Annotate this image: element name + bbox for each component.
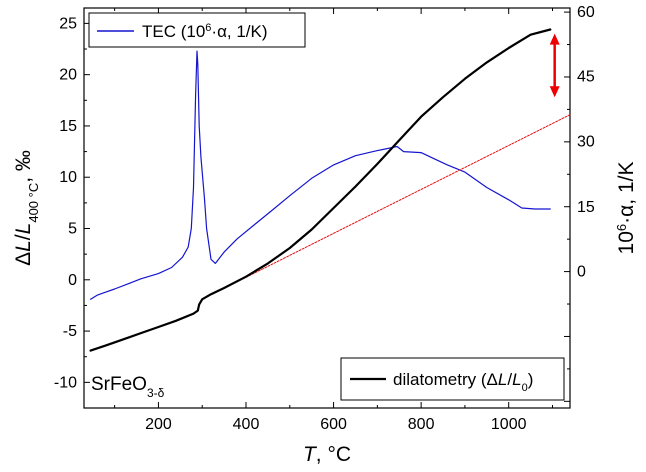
arrow-layer (549, 33, 560, 98)
legend-bottom-label: dilatometry (ΔL/L0) (393, 370, 533, 394)
series-line-tec (89, 50, 551, 300)
y-left-tick-label: 5 (68, 221, 77, 238)
x-tick-label: 400 (233, 416, 260, 433)
y-left-tick-label: 25 (59, 15, 77, 32)
x-tick-label: 1000 (491, 416, 527, 433)
sample-label-sub: 3-δ (147, 386, 165, 400)
y-left-tick-label: 0 (68, 272, 77, 289)
legend-bottom-text-close: ) (528, 370, 534, 389)
series-layer (89, 28, 571, 352)
y-right-axis-title: 106·α, 1/K (614, 162, 639, 255)
sample-label-main: SrFeO (91, 374, 147, 395)
y-right-tick-label: 0 (577, 264, 586, 281)
legend-bottom-text-l0: L (512, 370, 521, 389)
sample-label: SrFeO3-δ (91, 374, 165, 400)
y-right-tick-label: 60 (577, 4, 595, 21)
y-left-title-unit: , ‰ (12, 150, 35, 183)
y-left-title-sub: 400 °C (26, 183, 41, 223)
y-right-title-sup: 6 (614, 224, 629, 231)
y-right-tick-label: 30 (577, 133, 595, 150)
legend-top: TEC (106·α, 1/K) (88, 12, 306, 48)
arrow-head-up (549, 33, 560, 45)
x-tick-label: 800 (408, 416, 435, 433)
y-left-tick-label: 20 (59, 67, 77, 84)
legend-bottom-text-pre: dilatometry (Δ (393, 370, 498, 389)
legend-top-text-post: ·α, 1/K) (211, 22, 267, 41)
legend-bottom-text-slash: / (507, 370, 512, 389)
legend-top-box (88, 12, 306, 48)
legend-top-text-sup: 6 (205, 22, 211, 34)
arrow-head-down (549, 86, 560, 98)
y-right-tick-label: 15 (577, 199, 595, 216)
y-left-tick-label: 15 (59, 118, 77, 135)
legend-top-text-pre: TEC (10 (142, 22, 205, 41)
y-right-tick-label: 45 (577, 69, 595, 86)
plot-frame (83, 7, 571, 409)
y-left-title-slash: / (12, 234, 35, 240)
y-left-title-l: L (12, 240, 35, 252)
y-left-tick-label: 10 (59, 169, 77, 186)
legend-top-label: TEC (106·α, 1/K) (142, 22, 268, 41)
x-axis-title-italic: T (303, 443, 318, 466)
legend-bottom-text-l: L (498, 370, 507, 389)
x-tick-label: 600 (320, 416, 347, 433)
x-axis-title-rest: , °C (316, 443, 351, 466)
legend-bottom-text-sub: 0 (522, 382, 528, 394)
y-right-title-pre: 10 (615, 231, 638, 254)
series-line-dilatometry (89, 28, 552, 352)
y-left-tick-label: -10 (54, 374, 77, 391)
y-left-title-delta: Δ (12, 252, 35, 266)
y-left-title-l2: L (12, 223, 35, 235)
x-axis-title: T, °C (303, 443, 351, 466)
y-right-title-post: ·α, 1/K (615, 162, 638, 224)
x-tick-label: 200 (145, 416, 172, 433)
y-left-tick-label: -5 (63, 323, 77, 340)
legend-bottom: dilatometry (ΔL/L0) (340, 357, 565, 401)
y-left-axis-title: ΔL/L400 °C, ‰ (12, 150, 41, 266)
series-line-linear-fit (201, 114, 571, 300)
